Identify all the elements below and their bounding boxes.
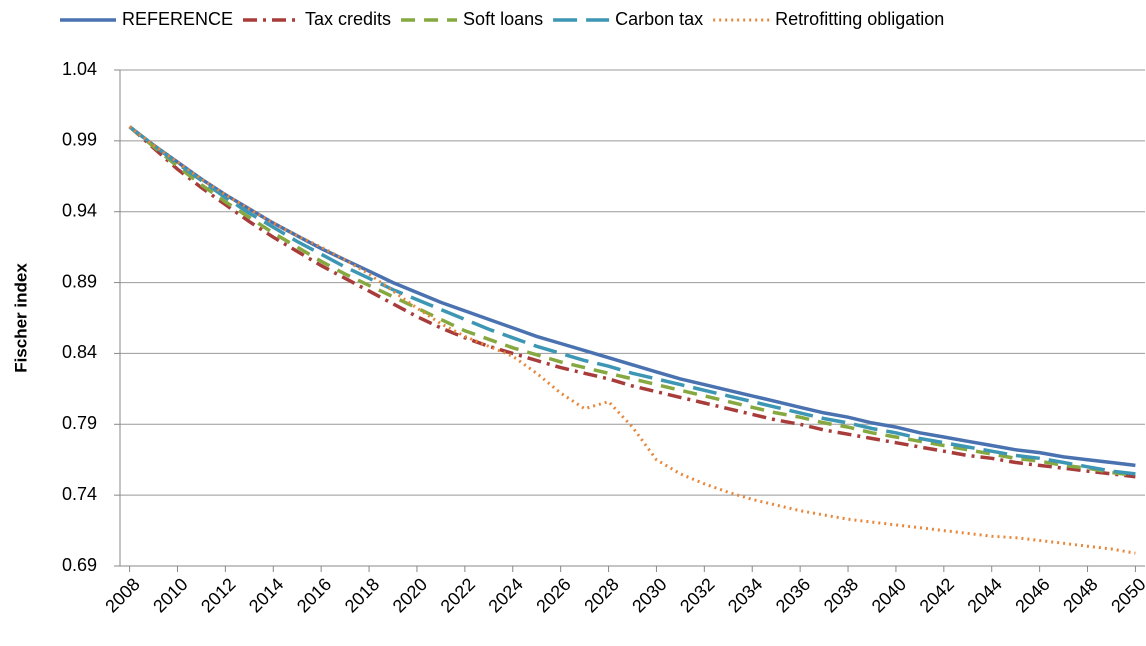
x-tick-label: 2032 — [676, 574, 718, 616]
legend-label: Soft loans — [463, 9, 543, 29]
x-tick-label: 2020 — [389, 574, 431, 616]
legend-label: Retrofitting obligation — [775, 9, 944, 29]
y-tick-label: 0.84 — [62, 342, 97, 362]
y-tick-label: 0.89 — [62, 271, 97, 291]
y-axis-label: Fischer index — [11, 263, 30, 373]
x-tick-label: 2046 — [1011, 574, 1053, 616]
x-tick-label: 2050 — [1107, 574, 1146, 616]
x-tick-label: 2028 — [580, 574, 622, 616]
series-line — [128, 125, 1136, 478]
y-tick-label: 0.79 — [62, 413, 97, 433]
legend-label: Tax credits — [305, 9, 391, 29]
x-tick-label: 2040 — [868, 574, 910, 616]
x-tick-label: 2018 — [341, 574, 383, 616]
x-tick-label: 2012 — [197, 574, 239, 616]
y-tick-label: 0.99 — [62, 130, 97, 150]
x-tick-label: 2042 — [916, 574, 958, 616]
x-tick-label: 2026 — [532, 574, 574, 616]
legend-label: Carbon tax — [615, 9, 703, 29]
x-tick-label: 2010 — [149, 574, 191, 616]
x-tick-label: 2034 — [724, 574, 766, 616]
x-tick-label: 2030 — [628, 574, 670, 616]
y-tick-label: 0.69 — [62, 555, 97, 575]
x-tick-label: 2044 — [963, 574, 1005, 616]
x-tick-label: 2014 — [245, 574, 287, 616]
y-tick-label: 0.94 — [62, 200, 97, 220]
x-tick-label: 2022 — [437, 574, 479, 616]
x-tick-label: 2008 — [101, 574, 143, 616]
series-line — [128, 125, 1136, 555]
x-tick-label: 2016 — [293, 574, 335, 616]
x-tick-label: 2048 — [1059, 574, 1101, 616]
legend-label: REFERENCE — [122, 9, 233, 29]
series-line — [128, 125, 1136, 468]
x-tick-label: 2024 — [484, 574, 526, 616]
x-tick-label: 2038 — [820, 574, 862, 616]
series-line — [128, 125, 1136, 479]
y-tick-label: 0.74 — [62, 484, 97, 504]
x-tick-label: 2036 — [772, 574, 814, 616]
series-line — [128, 125, 1136, 476]
y-tick-label: 1.04 — [62, 59, 97, 79]
